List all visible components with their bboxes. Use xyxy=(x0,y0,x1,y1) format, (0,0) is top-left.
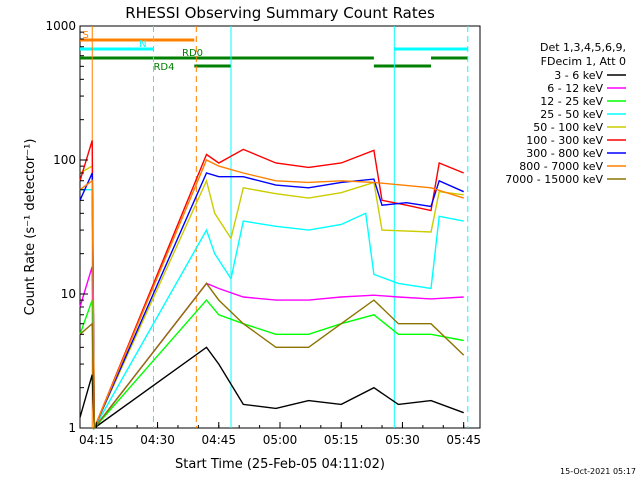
x-tick-label: 05:15 xyxy=(324,433,359,447)
legend-label: 800 - 7000 keV xyxy=(519,160,603,173)
legend-label: 50 - 100 keV xyxy=(533,121,603,134)
flag-bars: S N RD0 RD4 xyxy=(80,30,468,73)
chart-title: RHESSI Observing Summary Count Rates xyxy=(125,4,435,22)
x-axis: 04:15 04:30 04:45 05:00 05:15 05:30 05:45 xyxy=(79,422,481,447)
series-line xyxy=(79,140,464,429)
legend-label: 100 - 300 keV xyxy=(526,134,603,147)
series-line xyxy=(79,172,464,429)
series-line xyxy=(79,164,464,429)
y-tick-label: 100 xyxy=(53,153,76,167)
x-axis-label: Start Time (25-Feb-05 04:11:02) xyxy=(175,457,385,472)
y-axis: 1 10 100 1000 xyxy=(45,19,88,435)
legend-label: 12 - 25 keV xyxy=(540,95,603,108)
x-tick-label: 04:15 xyxy=(79,433,114,447)
series-line xyxy=(79,282,465,430)
legend-label: 300 - 800 keV xyxy=(526,147,603,160)
series-line xyxy=(79,346,464,430)
x-tick-label: 04:45 xyxy=(201,433,236,447)
legend-label: 25 - 50 keV xyxy=(540,108,603,121)
flag-bar-label: RD0 xyxy=(182,48,203,59)
flag-bar-label: N xyxy=(139,39,146,50)
y-tick-label: 1000 xyxy=(45,19,76,33)
y-tick-label: 10 xyxy=(61,287,76,301)
legend-header: FDecim 1, Att 0 xyxy=(541,55,626,68)
legend-header: Det 1,3,4,5,6,9, xyxy=(540,41,626,54)
footer-date: 15-Oct-2021 05:17 xyxy=(560,467,636,476)
x-tick-label: 05:00 xyxy=(263,433,298,447)
y-axis-label: Count Rate (s⁻¹ detector⁻¹) xyxy=(23,139,38,316)
series-line xyxy=(80,188,464,431)
x-tick-label: 05:45 xyxy=(446,433,481,447)
flag-bar-label: S xyxy=(82,30,88,41)
y-tick-label: 1 xyxy=(68,421,76,435)
x-tick-label: 05:30 xyxy=(385,433,420,447)
legend-label: 6 - 12 keV xyxy=(547,82,603,95)
flag-bar-label: RD4 xyxy=(153,62,174,73)
series-line xyxy=(79,299,464,430)
legend-label: 7000 - 15000 keV xyxy=(505,173,603,186)
legend: Det 1,3,4,5,6,9,FDecim 1, Att 03 - 6 keV… xyxy=(505,41,626,186)
x-tick-label: 04:30 xyxy=(140,433,175,447)
legend-label: 3 - 6 keV xyxy=(554,69,603,82)
series-line xyxy=(79,159,464,429)
series-lines xyxy=(79,140,465,431)
